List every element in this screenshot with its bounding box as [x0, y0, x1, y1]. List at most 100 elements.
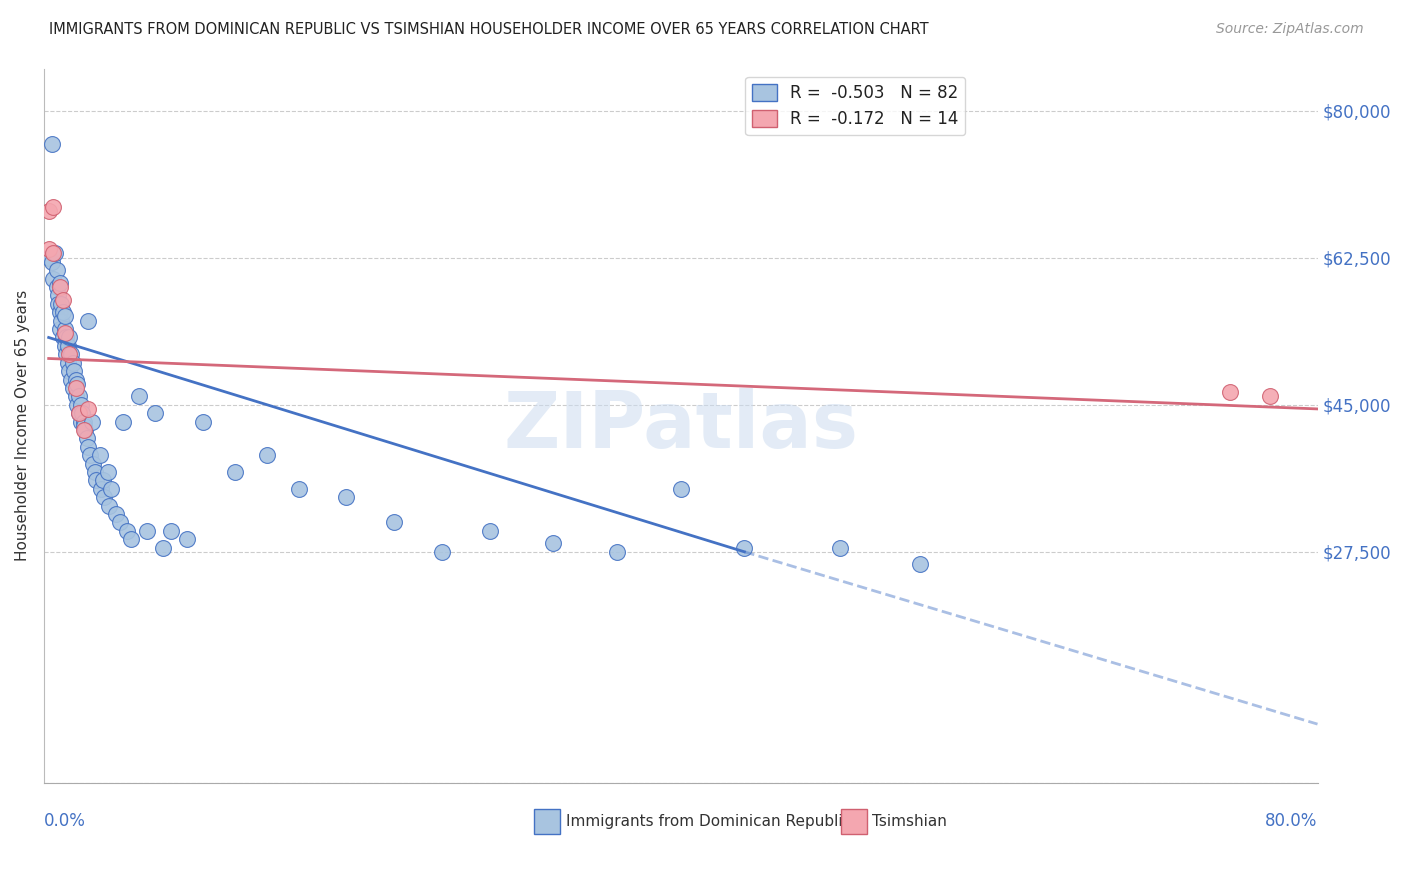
- Point: [77, 313, 100, 327]
- Text: 0.0%: 0.0%: [44, 812, 86, 830]
- FancyBboxPatch shape: [534, 809, 560, 834]
- Point: [80, 415, 103, 429]
- Point: [98, 499, 121, 513]
- Point: [53, 339, 76, 353]
- Point: [97, 465, 120, 479]
- Point: [51, 313, 73, 327]
- Point: [38, 204, 60, 219]
- Point: [49, 280, 72, 294]
- Point: [67, 406, 90, 420]
- Point: [55, 347, 77, 361]
- Point: [59, 347, 82, 361]
- Point: [335, 490, 357, 504]
- Point: [160, 524, 183, 538]
- Point: [112, 415, 135, 429]
- Y-axis label: Householder Income Over 65 years: Householder Income Over 65 years: [15, 290, 30, 561]
- Point: [58, 347, 80, 361]
- Point: [152, 541, 174, 555]
- Point: [55, 330, 77, 344]
- Text: IMMIGRANTS FROM DOMINICAN REPUBLIC VS TSIMSHIAN HOUSEHOLDER INCOME OVER 65 YEARS: IMMIGRANTS FROM DOMINICAN REPUBLIC VS TS…: [49, 22, 929, 37]
- Point: [77, 440, 100, 454]
- Point: [75, 423, 97, 437]
- Point: [58, 364, 80, 378]
- Point: [606, 545, 628, 559]
- Point: [44, 246, 66, 260]
- Point: [82, 457, 104, 471]
- Point: [90, 482, 112, 496]
- Point: [79, 448, 101, 462]
- Text: ZIPatlas: ZIPatlas: [503, 388, 858, 464]
- Point: [143, 406, 166, 420]
- Point: [73, 415, 96, 429]
- Point: [56, 356, 79, 370]
- FancyBboxPatch shape: [841, 809, 866, 834]
- Point: [224, 465, 246, 479]
- Point: [45, 280, 67, 294]
- Point: [62, 356, 84, 370]
- Point: [287, 482, 309, 496]
- Point: [42, 200, 65, 214]
- Point: [191, 415, 214, 429]
- Point: [70, 406, 93, 420]
- Point: [104, 507, 127, 521]
- Point: [69, 398, 91, 412]
- Point: [66, 376, 89, 391]
- Point: [430, 545, 453, 559]
- Point: [65, 389, 87, 403]
- Point: [176, 532, 198, 546]
- Point: [478, 524, 501, 538]
- Point: [73, 423, 96, 437]
- Point: [120, 532, 142, 546]
- Point: [65, 372, 87, 386]
- Point: [62, 381, 84, 395]
- Text: Immigrants from Dominican Republic: Immigrants from Dominican Republic: [567, 814, 851, 829]
- Point: [49, 276, 72, 290]
- Point: [115, 524, 138, 538]
- Text: 80.0%: 80.0%: [1265, 812, 1317, 830]
- Text: Source: ZipAtlas.com: Source: ZipAtlas.com: [1216, 22, 1364, 37]
- Point: [66, 398, 89, 412]
- Point: [53, 326, 76, 341]
- Point: [53, 322, 76, 336]
- Point: [83, 465, 105, 479]
- Point: [49, 305, 72, 319]
- Point: [73, 418, 96, 433]
- Point: [128, 389, 150, 403]
- Text: Tsimshian: Tsimshian: [872, 814, 946, 829]
- Point: [58, 330, 80, 344]
- Point: [38, 242, 60, 256]
- Legend: R =  -0.503   N = 82, R =  -0.172   N = 14: R = -0.503 N = 82, R = -0.172 N = 14: [745, 77, 966, 135]
- Point: [49, 322, 72, 336]
- Point: [65, 381, 87, 395]
- Point: [45, 263, 67, 277]
- Point: [42, 246, 65, 260]
- Point: [52, 293, 75, 307]
- Point: [63, 364, 86, 378]
- Point: [77, 401, 100, 416]
- Point: [56, 339, 79, 353]
- Point: [41, 255, 63, 269]
- Point: [89, 448, 111, 462]
- Point: [46, 288, 69, 302]
- Point: [828, 541, 851, 555]
- Point: [100, 482, 122, 496]
- Point: [52, 330, 75, 344]
- Point: [93, 490, 115, 504]
- Point: [51, 297, 73, 311]
- Point: [110, 516, 132, 530]
- Point: [733, 541, 755, 555]
- Point: [1258, 389, 1281, 403]
- Point: [256, 448, 278, 462]
- Point: [59, 372, 82, 386]
- Point: [52, 305, 75, 319]
- Point: [42, 271, 65, 285]
- Point: [41, 137, 63, 152]
- Point: [46, 297, 69, 311]
- Point: [76, 431, 98, 445]
- Point: [69, 415, 91, 429]
- Point: [382, 516, 405, 530]
- Point: [669, 482, 692, 496]
- Point: [86, 474, 108, 488]
- Point: [908, 558, 931, 572]
- Point: [543, 536, 565, 550]
